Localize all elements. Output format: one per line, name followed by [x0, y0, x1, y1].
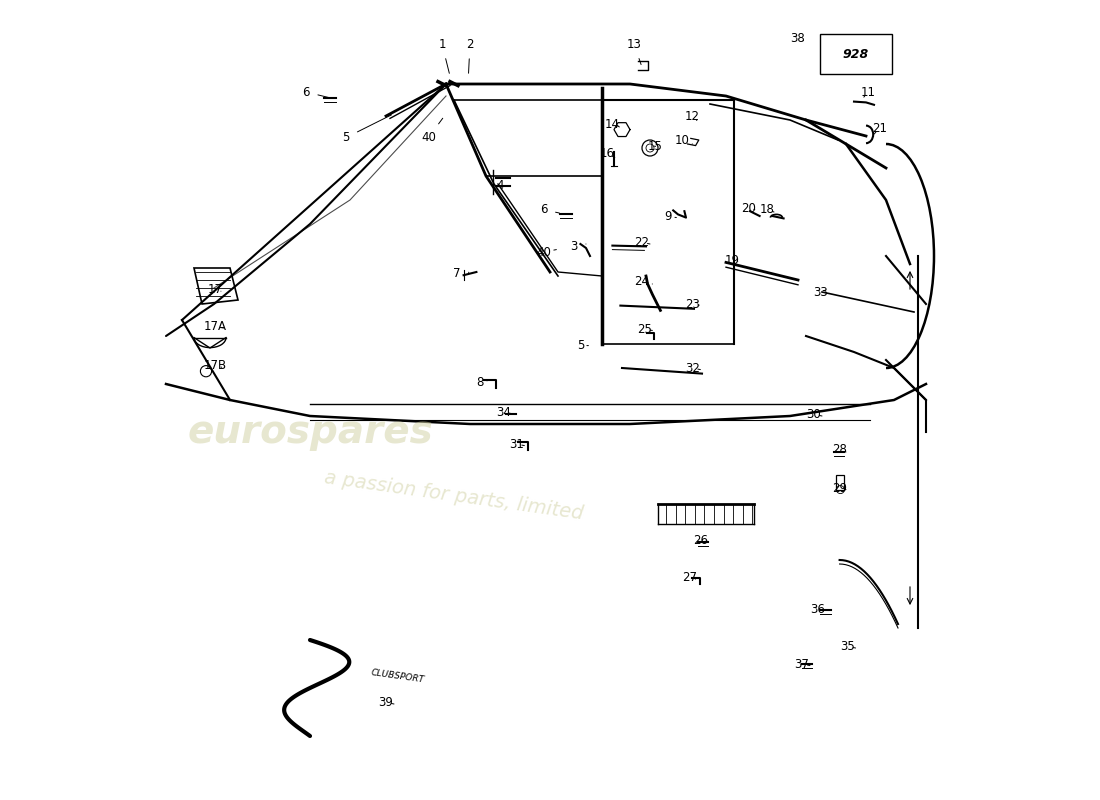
Text: 10: 10 — [674, 134, 692, 146]
Text: 17A: 17A — [205, 320, 227, 333]
Text: 14: 14 — [605, 118, 620, 130]
Text: 34: 34 — [496, 406, 512, 418]
Text: 5: 5 — [576, 339, 588, 352]
Text: 8: 8 — [476, 376, 487, 389]
Text: 22: 22 — [635, 236, 650, 249]
Text: 17B: 17B — [204, 359, 228, 372]
Text: 25: 25 — [637, 323, 652, 336]
Text: 12: 12 — [685, 110, 700, 122]
Text: 27: 27 — [682, 571, 697, 584]
Text: 3: 3 — [570, 240, 586, 253]
Text: 39: 39 — [378, 696, 394, 709]
Text: 28: 28 — [833, 443, 847, 456]
Text: 37: 37 — [794, 658, 810, 670]
Text: 5: 5 — [342, 115, 392, 144]
Text: 7: 7 — [453, 267, 469, 280]
Text: 2: 2 — [466, 38, 474, 74]
Text: 26: 26 — [693, 534, 708, 546]
Text: 928: 928 — [843, 48, 869, 61]
Text: 19: 19 — [725, 254, 740, 266]
Text: 24: 24 — [635, 275, 652, 288]
Text: 6: 6 — [540, 203, 559, 216]
Text: 30: 30 — [806, 408, 822, 421]
Text: 20: 20 — [741, 202, 756, 214]
Text: 29: 29 — [832, 482, 847, 494]
Text: 36: 36 — [811, 603, 825, 616]
Text: 40: 40 — [536, 246, 557, 258]
Text: 40: 40 — [421, 118, 442, 144]
Text: eurospares: eurospares — [187, 413, 433, 451]
Text: 9: 9 — [664, 210, 676, 222]
Text: CLUBSPORT: CLUBSPORT — [371, 668, 426, 684]
Text: 23: 23 — [685, 298, 700, 310]
Text: 33: 33 — [813, 286, 828, 298]
Bar — [836, 475, 845, 490]
Text: 13: 13 — [627, 38, 641, 65]
Text: 15: 15 — [648, 140, 663, 153]
Text: 6: 6 — [302, 86, 330, 98]
Text: 21: 21 — [872, 122, 887, 134]
Text: 32: 32 — [685, 362, 701, 374]
Text: 18: 18 — [760, 203, 775, 216]
Text: 38: 38 — [791, 32, 805, 45]
Text: 4: 4 — [496, 179, 504, 192]
Text: 17: 17 — [208, 283, 223, 296]
Text: 31: 31 — [509, 438, 525, 450]
Text: 16: 16 — [601, 147, 615, 160]
Text: 35: 35 — [840, 640, 856, 653]
Text: 1: 1 — [438, 38, 449, 74]
Text: a passion for parts, limited: a passion for parts, limited — [323, 468, 585, 524]
Text: 11: 11 — [861, 86, 876, 98]
